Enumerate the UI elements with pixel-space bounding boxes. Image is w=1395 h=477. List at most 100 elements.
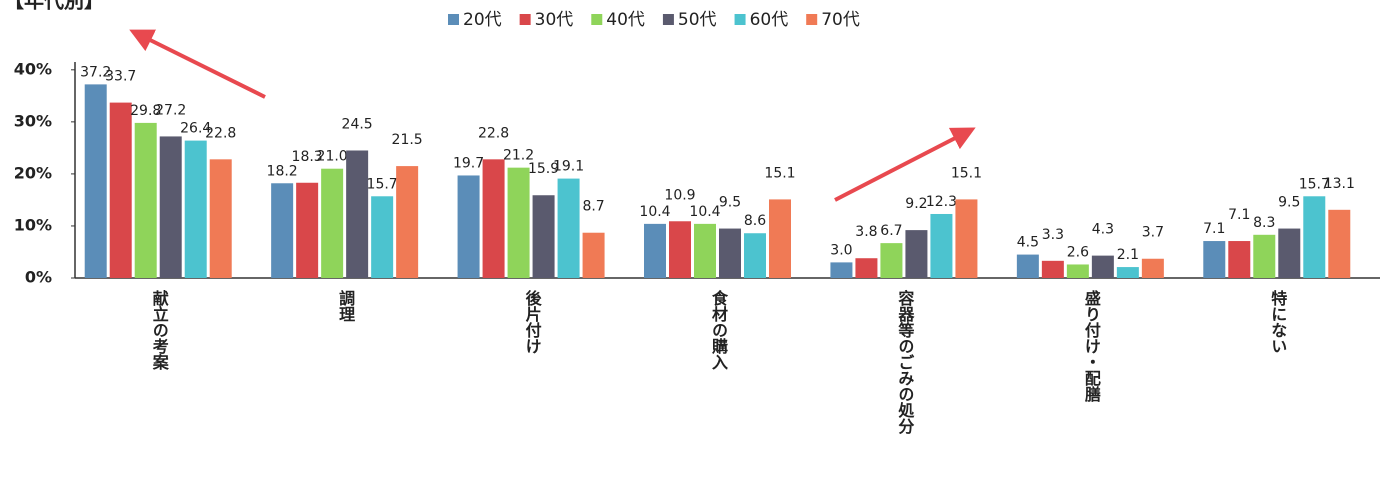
data-label: 15.1	[951, 165, 982, 181]
bar	[109, 102, 132, 278]
bar	[830, 262, 853, 278]
data-label: 15.9	[528, 161, 559, 177]
bar	[1253, 234, 1276, 278]
legend-swatch	[519, 14, 531, 25]
data-label: 13.1	[1324, 176, 1355, 192]
data-label: 4.3	[1092, 222, 1114, 238]
bar	[1091, 255, 1114, 278]
y-tick-label: 0%	[25, 268, 52, 287]
legend-label: 70代	[821, 10, 860, 30]
data-label: 26.4	[180, 121, 211, 137]
bar	[955, 199, 978, 278]
bar	[134, 122, 157, 278]
x-tick-label: 特にない	[1268, 289, 1287, 354]
bar	[396, 166, 419, 278]
bar	[296, 182, 319, 278]
bar	[582, 232, 605, 278]
data-label: 3.0	[830, 242, 852, 258]
bar	[1303, 196, 1326, 278]
bar	[184, 140, 207, 278]
bar	[507, 167, 530, 278]
bar	[1066, 264, 1089, 278]
data-label: 3.8	[855, 224, 877, 240]
legend-label: 50代	[678, 10, 717, 30]
x-tick-label: 調理	[336, 289, 355, 322]
y-tick-label: 20%	[14, 163, 52, 182]
bar	[1228, 241, 1251, 278]
data-label: 9.5	[1278, 195, 1300, 211]
data-label: 8.3	[1253, 215, 1275, 231]
legend-swatch	[591, 14, 603, 25]
bar	[930, 213, 953, 278]
x-tick-label: 容器等のごみの処分	[895, 289, 915, 435]
data-label: 10.9	[664, 187, 695, 203]
data-label: 15.1	[764, 165, 795, 181]
data-label: 2.1	[1117, 247, 1139, 263]
trend-arrow	[129, 29, 266, 99]
bar	[159, 136, 182, 278]
data-label: 3.7	[1142, 225, 1164, 241]
bar	[1016, 254, 1039, 278]
data-label: 21.0	[317, 149, 348, 165]
bar	[271, 183, 294, 278]
bar	[1203, 241, 1226, 278]
bar	[1141, 258, 1164, 278]
data-label: 7.1	[1203, 221, 1225, 237]
bar	[1041, 260, 1064, 278]
data-label: 10.4	[689, 204, 720, 220]
data-label: 4.5	[1017, 235, 1039, 251]
data-label: 15.7	[1299, 176, 1330, 192]
bar	[371, 196, 394, 278]
bar	[346, 150, 369, 278]
data-label: 29.8	[130, 103, 161, 119]
bar	[880, 243, 903, 278]
data-label: 3.3	[1042, 227, 1064, 243]
data-label: 15.7	[367, 176, 398, 192]
bar	[855, 258, 878, 278]
bar	[719, 228, 741, 278]
legend-swatch	[448, 14, 459, 25]
bar	[457, 175, 480, 278]
bar	[769, 199, 791, 278]
bar	[1278, 228, 1301, 278]
legend-label: 20代	[463, 10, 502, 30]
x-tick-label: 献立の考案	[150, 289, 170, 371]
data-label: 33.7	[105, 69, 136, 85]
data-label: 12.3	[926, 194, 957, 210]
bar	[84, 84, 107, 278]
legend-swatch	[734, 14, 746, 25]
bar	[1116, 267, 1139, 278]
data-label: 18.2	[267, 163, 298, 179]
bar	[669, 221, 691, 278]
legend-swatch	[806, 14, 818, 25]
data-label: 18.3	[292, 149, 323, 165]
data-label: 7.1	[1228, 207, 1250, 223]
data-label: 9.5	[719, 195, 741, 211]
data-label: 37.2	[80, 64, 111, 80]
data-label: 8.7	[582, 199, 604, 215]
bar	[1328, 209, 1351, 278]
bar	[744, 233, 766, 278]
bar	[644, 223, 666, 278]
x-tick-label: 盛り付け・配膳	[1082, 289, 1101, 403]
legend-label: 30代	[535, 10, 574, 30]
legend-label: 60代	[750, 10, 789, 30]
data-label: 19.7	[453, 155, 484, 171]
y-tick-label: 30%	[14, 111, 52, 130]
bar	[482, 159, 505, 278]
legend-swatch	[662, 14, 674, 25]
data-label: 27.2	[155, 102, 186, 118]
chart-title: 【年代別】	[4, 0, 104, 13]
y-tick-label: 40%	[14, 59, 52, 78]
data-label: 2.6	[1067, 244, 1089, 260]
bar	[532, 195, 555, 278]
legend-label: 40代	[606, 10, 645, 30]
x-tick-label: 食材の購入	[709, 289, 729, 370]
bar	[557, 178, 580, 278]
y-tick-label: 10%	[14, 215, 52, 234]
data-label: 24.5	[342, 116, 373, 132]
data-label: 10.4	[639, 204, 670, 220]
trend-arrow	[834, 127, 976, 202]
